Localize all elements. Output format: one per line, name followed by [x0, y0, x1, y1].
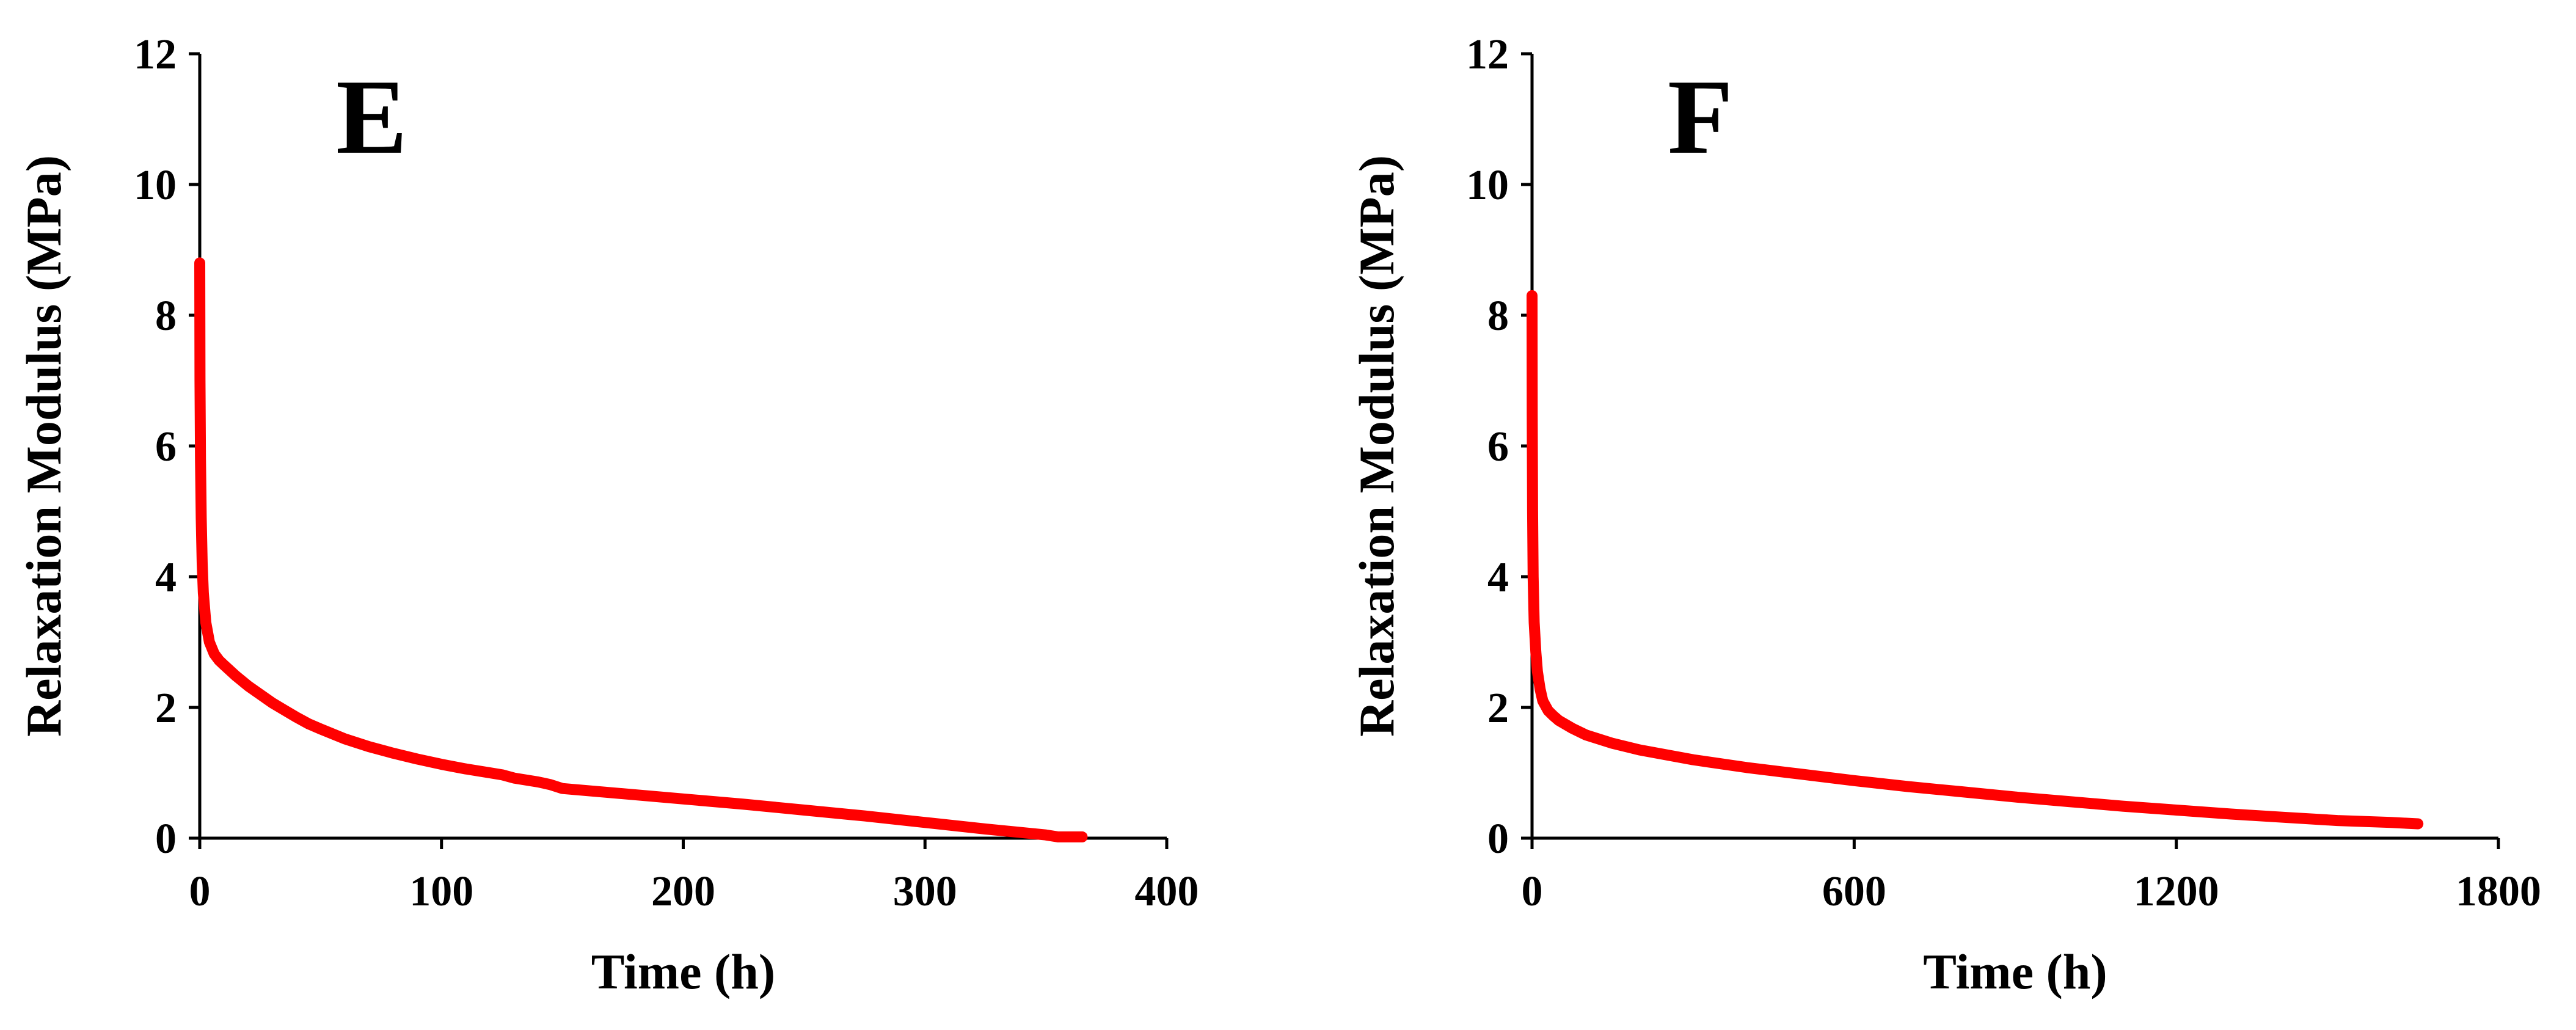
panel-f-y-tick-label: 10 — [1466, 162, 1509, 209]
panel-e-letter: E — [336, 57, 407, 176]
chart-panel-f: 0 2 4 6 8 10 12 0 600 1200 1800 Time (h) Relaxation … — [1349, 31, 2541, 999]
panel-f-series-line-0 — [1527, 290, 2424, 830]
panel-e-x-tick-label: 400 — [1135, 868, 1199, 915]
panel-e-series-line-0 — [194, 257, 1088, 842]
chart-panel-e: 0 2 4 6 8 10 12 0 100 200 300 400 Time (h) Relaxation… — [16, 31, 1199, 999]
panel-e-y-axis-title: Relaxation Modulus (MPa) — [16, 155, 71, 737]
panel-e-y-tick-label: 8 — [155, 293, 177, 340]
panel-f-y-tick-label: 6 — [1487, 423, 1509, 470]
panel-e-x-tick-label: 200 — [651, 868, 715, 915]
panel-f-letter: F — [1668, 57, 1733, 176]
panel-e-x-tick-label: 0 — [189, 868, 211, 915]
panel-f-x-axis-title: Time (h) — [1923, 944, 2107, 999]
panel-f-y-tick-label: 4 — [1487, 554, 1509, 601]
panel-e-x-tick-label: 300 — [893, 868, 957, 915]
panel-f-x-tick-label: 1200 — [2134, 868, 2219, 915]
panel-e-x-axis-title: Time (h) — [591, 944, 775, 999]
panel-f-x-tick-label: 0 — [1522, 868, 1543, 915]
panel-f-x-tick-label: 600 — [1822, 868, 1886, 915]
panel-f-y-tick-label: 2 — [1487, 685, 1509, 732]
panel-f-y-tick-label: 0 — [1487, 816, 1509, 863]
panel-e-x-tick-label: 100 — [409, 868, 473, 915]
panel-f-y-tick-label: 8 — [1487, 293, 1509, 340]
panel-f-y-tick-label: 12 — [1466, 31, 1509, 78]
panel-f-y-axis-title: Relaxation Modulus (MPa) — [1349, 155, 1404, 737]
panel-e-y-tick-label: 10 — [134, 162, 177, 209]
panel-e-y-tick-label: 12 — [134, 31, 177, 78]
panel-e-y-tick-label: 0 — [155, 816, 177, 863]
panel-f-x-tick-label: 1800 — [2456, 868, 2541, 915]
panel-e-y-tick-label: 6 — [155, 423, 177, 470]
panel-e-y-tick-label: 4 — [155, 554, 177, 601]
panel-e-y-tick-label: 2 — [155, 685, 177, 732]
